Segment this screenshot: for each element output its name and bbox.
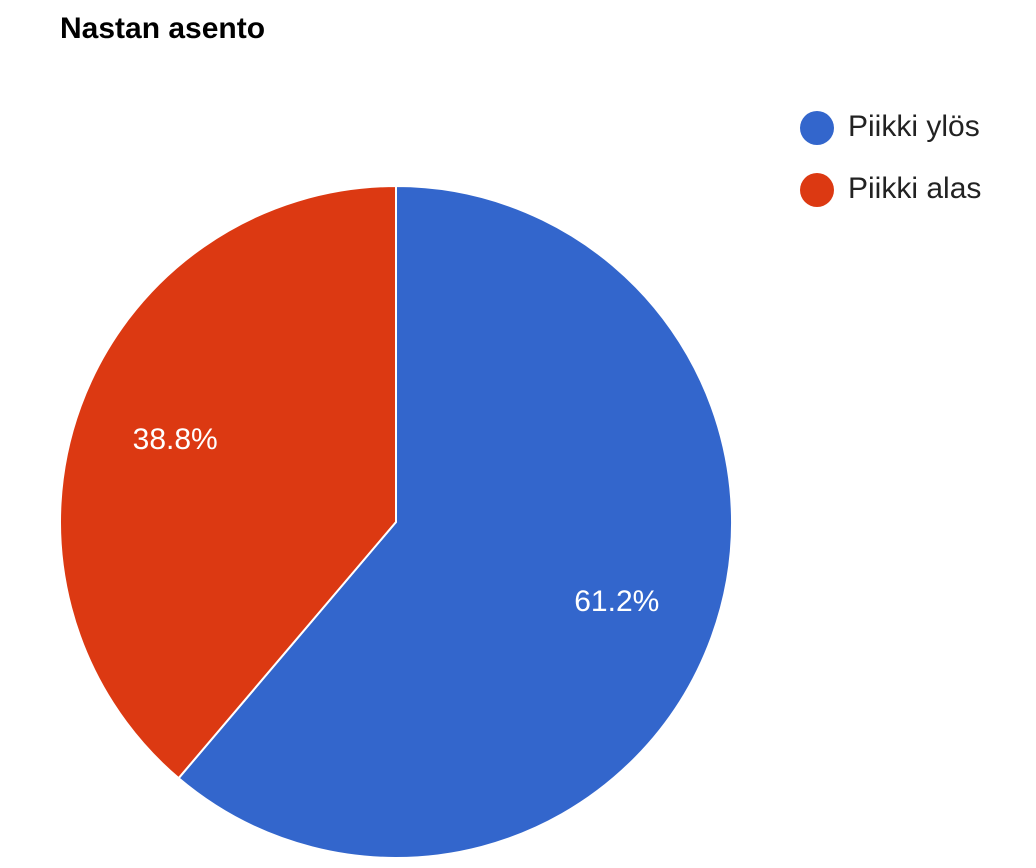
legend-label: Piikki ylös (848, 110, 980, 143)
pie-slice (59, 184, 397, 780)
slice-label: 38.8% (133, 423, 218, 456)
slice-label: 61.2% (574, 585, 659, 618)
chart-title: Nastan asento (60, 12, 265, 45)
legend-marker (800, 111, 834, 145)
legend-marker (800, 173, 834, 207)
legend-label: Piikki alas (848, 172, 981, 205)
pie-slice (177, 184, 733, 859)
